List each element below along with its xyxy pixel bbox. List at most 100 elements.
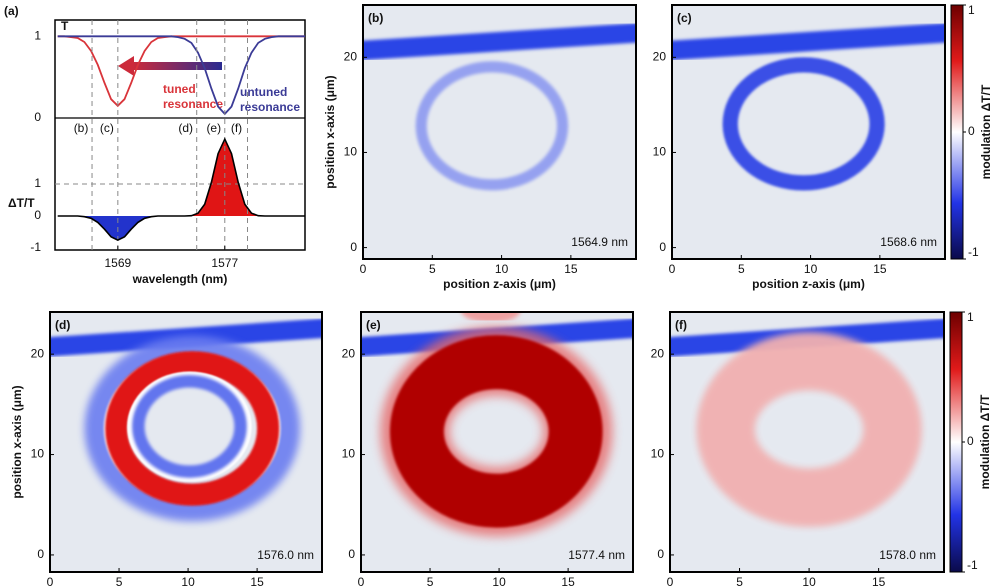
- colorbar-tick-label: 0: [967, 434, 974, 448]
- heatmap-frame: [669, 311, 945, 573]
- y-axis-label: position x-axis (μm): [323, 75, 337, 188]
- modulation-curve: [57, 137, 305, 241]
- y-tick-label: 0: [659, 240, 666, 254]
- heatmap-image: [363, 5, 636, 259]
- y-axis-label: ΔT/T: [8, 196, 35, 210]
- y-tick-label: 0: [34, 208, 41, 222]
- colorbar-label: modulation ΔT/T: [978, 394, 992, 489]
- colorbar-tick-label: -1: [967, 558, 978, 572]
- panel-label: (e): [366, 318, 381, 332]
- x-tick-label: 5: [738, 262, 745, 276]
- x-tick-label: 15: [561, 575, 575, 588]
- x-tick-label: 0: [667, 575, 674, 588]
- y-tick-label: 0: [350, 240, 357, 254]
- y-tick-label: 0: [34, 110, 41, 124]
- x-tick-label: 5: [427, 575, 434, 588]
- y-tick-label: 20: [653, 49, 667, 63]
- y-tick-label: 20: [342, 346, 356, 360]
- ring: [127, 371, 252, 482]
- curve-label: tuned: [163, 82, 196, 96]
- colorbar: [949, 311, 963, 573]
- tuning-arrow-head: [118, 56, 134, 76]
- tuning-arrow: [132, 62, 222, 70]
- x-tick-label: 0: [669, 262, 676, 276]
- colorbar-tick-label: 1: [967, 310, 974, 324]
- ring: [415, 61, 569, 191]
- heatmap-image: [361, 312, 633, 572]
- y-tick-label: -1: [30, 240, 41, 254]
- y-tick-label: 0: [348, 547, 355, 561]
- wavelength-annotation: 1568.6 nm: [880, 235, 937, 249]
- y-tick-label: 20: [344, 49, 358, 63]
- y-tick-label: 10: [344, 145, 358, 159]
- y-tick-label: 10: [31, 447, 45, 461]
- x-tick-label: 10: [181, 575, 195, 588]
- x-tick-label: 1569: [104, 256, 131, 270]
- y-tick-label: 10: [651, 447, 665, 461]
- heatmap-frame: [671, 4, 946, 260]
- x-tick-label: 1577: [211, 256, 238, 270]
- marker-label: (b): [74, 121, 89, 135]
- y-tick-label: 10: [342, 447, 356, 461]
- positive-area: [57, 139, 305, 217]
- colorbar-label: modulation ΔT/T: [979, 84, 993, 179]
- heatmap-frame: [49, 311, 323, 573]
- panel-label: (a): [4, 4, 19, 18]
- ring: [389, 335, 603, 528]
- waveguide: [672, 23, 945, 61]
- wavelength-annotation: 1564.9 nm: [571, 235, 628, 249]
- x-tick-label: 15: [873, 262, 887, 276]
- colorbar-tick-label: 0: [968, 124, 975, 138]
- x-tick-label: 10: [802, 575, 816, 588]
- x-tick-label: 0: [360, 262, 367, 276]
- x-axis-label: wavelength (nm): [132, 272, 228, 286]
- x-tick-label: 0: [47, 575, 54, 588]
- x-tick-label: 5: [736, 575, 743, 588]
- wavelength-annotation: 1577.4 nm: [568, 548, 625, 562]
- y-tick-label: 20: [31, 346, 45, 360]
- x-tick-label: 15: [250, 575, 264, 588]
- y-tick-label: 0: [37, 547, 44, 561]
- panel-label: (c): [677, 11, 692, 25]
- y-tick-label: 1: [34, 176, 41, 190]
- panel-label: (f): [675, 318, 687, 332]
- waveguide: [363, 23, 636, 61]
- curve-label: resonance: [163, 97, 223, 111]
- x-tick-label: 10: [495, 262, 509, 276]
- curve-label: resonance: [240, 100, 300, 114]
- transmission-curve: [57, 35, 305, 108]
- x-axis-label: position z-axis (μm): [443, 277, 556, 291]
- heatmap-frame: [360, 311, 634, 573]
- x-tick-label: 5: [429, 262, 436, 276]
- marker-label: (e): [206, 121, 221, 135]
- panel-frame: [54, 19, 306, 251]
- wavelength-annotation: 1576.0 nm: [257, 548, 314, 562]
- x-tick-label: 10: [492, 575, 506, 588]
- y-tick-label: 1: [34, 29, 41, 43]
- marker-label: (f): [231, 121, 242, 135]
- heatmap-image: [672, 5, 945, 259]
- x-tick-label: 15: [564, 262, 578, 276]
- curve-label: untuned: [240, 85, 287, 99]
- colorbar-tick-label: -1: [968, 245, 979, 259]
- y-tick-label: 0: [657, 547, 664, 561]
- wavelength-annotation: 1578.0 nm: [879, 548, 936, 562]
- x-tick-label: 15: [872, 575, 886, 588]
- y-tick-label: 20: [651, 346, 665, 360]
- ring: [696, 331, 922, 527]
- heatmap-image: [670, 312, 944, 572]
- colorbar: [950, 4, 964, 260]
- y-axis-label: position x-axis (μm): [10, 385, 24, 498]
- negative-area: [57, 216, 305, 241]
- x-tick-label: 5: [116, 575, 123, 588]
- y-axis-label: T: [61, 19, 69, 33]
- ring: [132, 375, 247, 478]
- marker-label: (d): [178, 121, 193, 135]
- x-tick-label: 10: [804, 262, 818, 276]
- x-axis-label: position z-axis (μm): [752, 277, 865, 291]
- panel-label: (d): [55, 318, 70, 332]
- x-tick-label: 0: [358, 575, 365, 588]
- ring: [105, 351, 280, 506]
- colorbar-tick-label: 1: [968, 3, 975, 17]
